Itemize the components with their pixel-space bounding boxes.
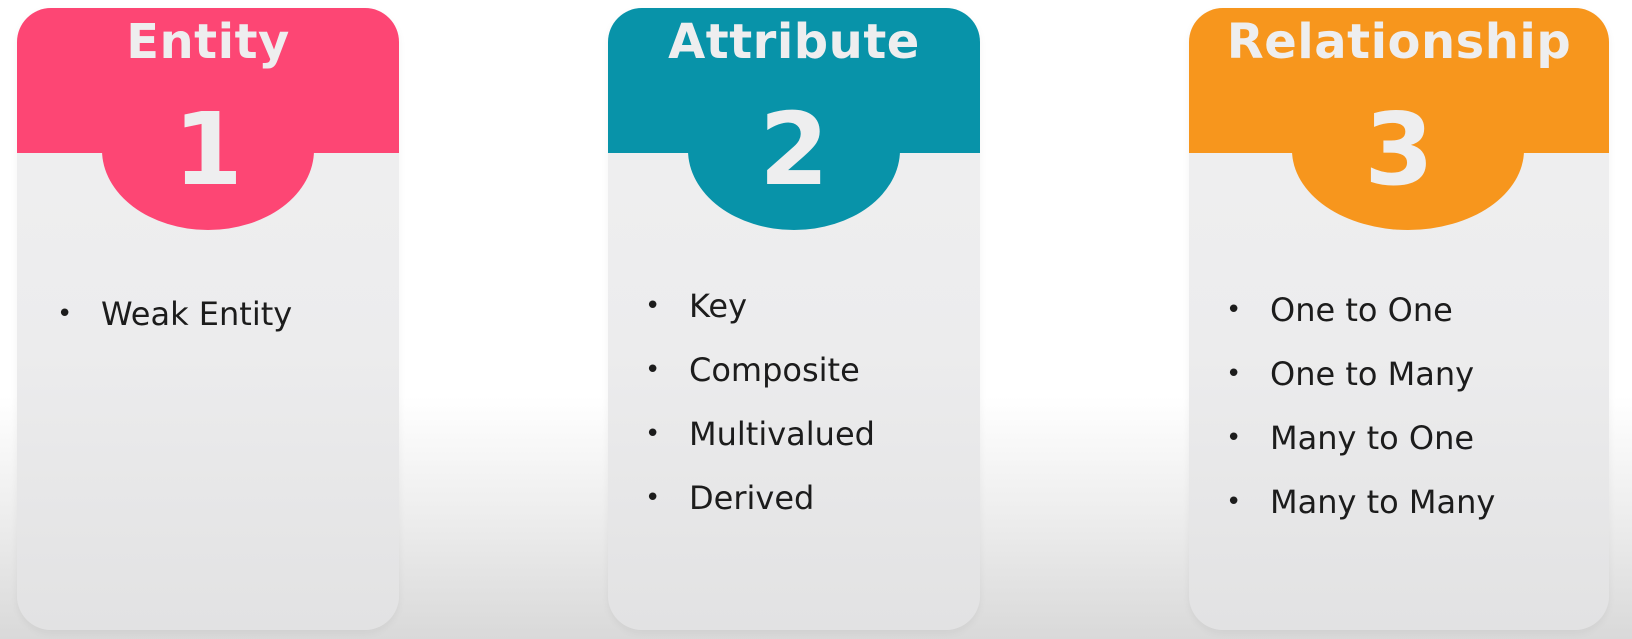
list-item: • Weak Entity [57,282,292,346]
attribute-card: Attribute 2 • Key • Composite • Multivalued… [608,8,980,630]
entity-card-title: Entity [126,14,290,70]
list-item: • One to Many [1226,342,1495,406]
list-item: • Key [645,274,875,338]
list-item-label: Many to One [1270,419,1475,457]
bullet-icon: • [1226,295,1242,325]
bullet-icon: • [645,355,661,385]
bullet-icon: • [1226,423,1242,453]
list-item: • Many to One [1226,406,1495,470]
list-item-label: Derived [689,479,815,517]
entity-item-list: • Weak Entity [57,282,292,346]
attribute-item-list: • Key • Composite • Multivalued • Derived [645,274,875,530]
bullet-icon: • [57,299,73,329]
bullet-icon: • [1226,487,1242,517]
attribute-card-title: Attribute [668,14,920,70]
relationship-card: Relationship 3 • One to One • One to Many … [1189,8,1609,630]
list-item: • One to One [1226,278,1495,342]
bullet-icon: • [1226,359,1242,389]
list-item: • Derived [645,466,875,530]
entity-card: Entity 1 • Weak Entity [17,8,399,630]
relationship-card-title: Relationship [1226,14,1572,70]
list-item: • Multivalued [645,402,875,466]
bullet-icon: • [645,419,661,449]
list-item-label: One to One [1270,291,1453,329]
list-item-label: Multivalued [689,415,875,453]
list-item: • Composite [645,338,875,402]
list-item-label: Many to Many [1270,483,1496,521]
attribute-card-number: 2 [759,91,829,208]
list-item: • Many to Many [1226,470,1495,534]
list-item-label: Key [689,287,748,325]
list-item-label: Weak Entity [101,295,293,333]
bullet-icon: • [645,291,661,321]
relationship-card-number: 3 [1364,91,1434,208]
list-item-label: One to Many [1270,355,1475,393]
entity-card-number: 1 [173,91,243,208]
list-item-label: Composite [689,351,860,389]
relationship-item-list: • One to One • One to Many • Many to One • M… [1226,278,1495,534]
bullet-icon: • [645,483,661,513]
